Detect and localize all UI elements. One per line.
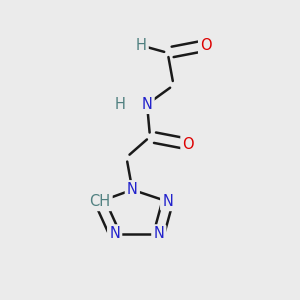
- Text: H: H: [115, 97, 126, 112]
- Text: O: O: [200, 38, 212, 53]
- Text: N: N: [127, 182, 138, 197]
- Text: H: H: [136, 38, 147, 53]
- Text: N: N: [109, 226, 120, 242]
- Text: N: N: [142, 97, 152, 112]
- Text: N: N: [162, 194, 173, 209]
- Text: O: O: [182, 136, 194, 152]
- Text: CH: CH: [89, 194, 110, 209]
- Text: N: N: [153, 226, 164, 242]
